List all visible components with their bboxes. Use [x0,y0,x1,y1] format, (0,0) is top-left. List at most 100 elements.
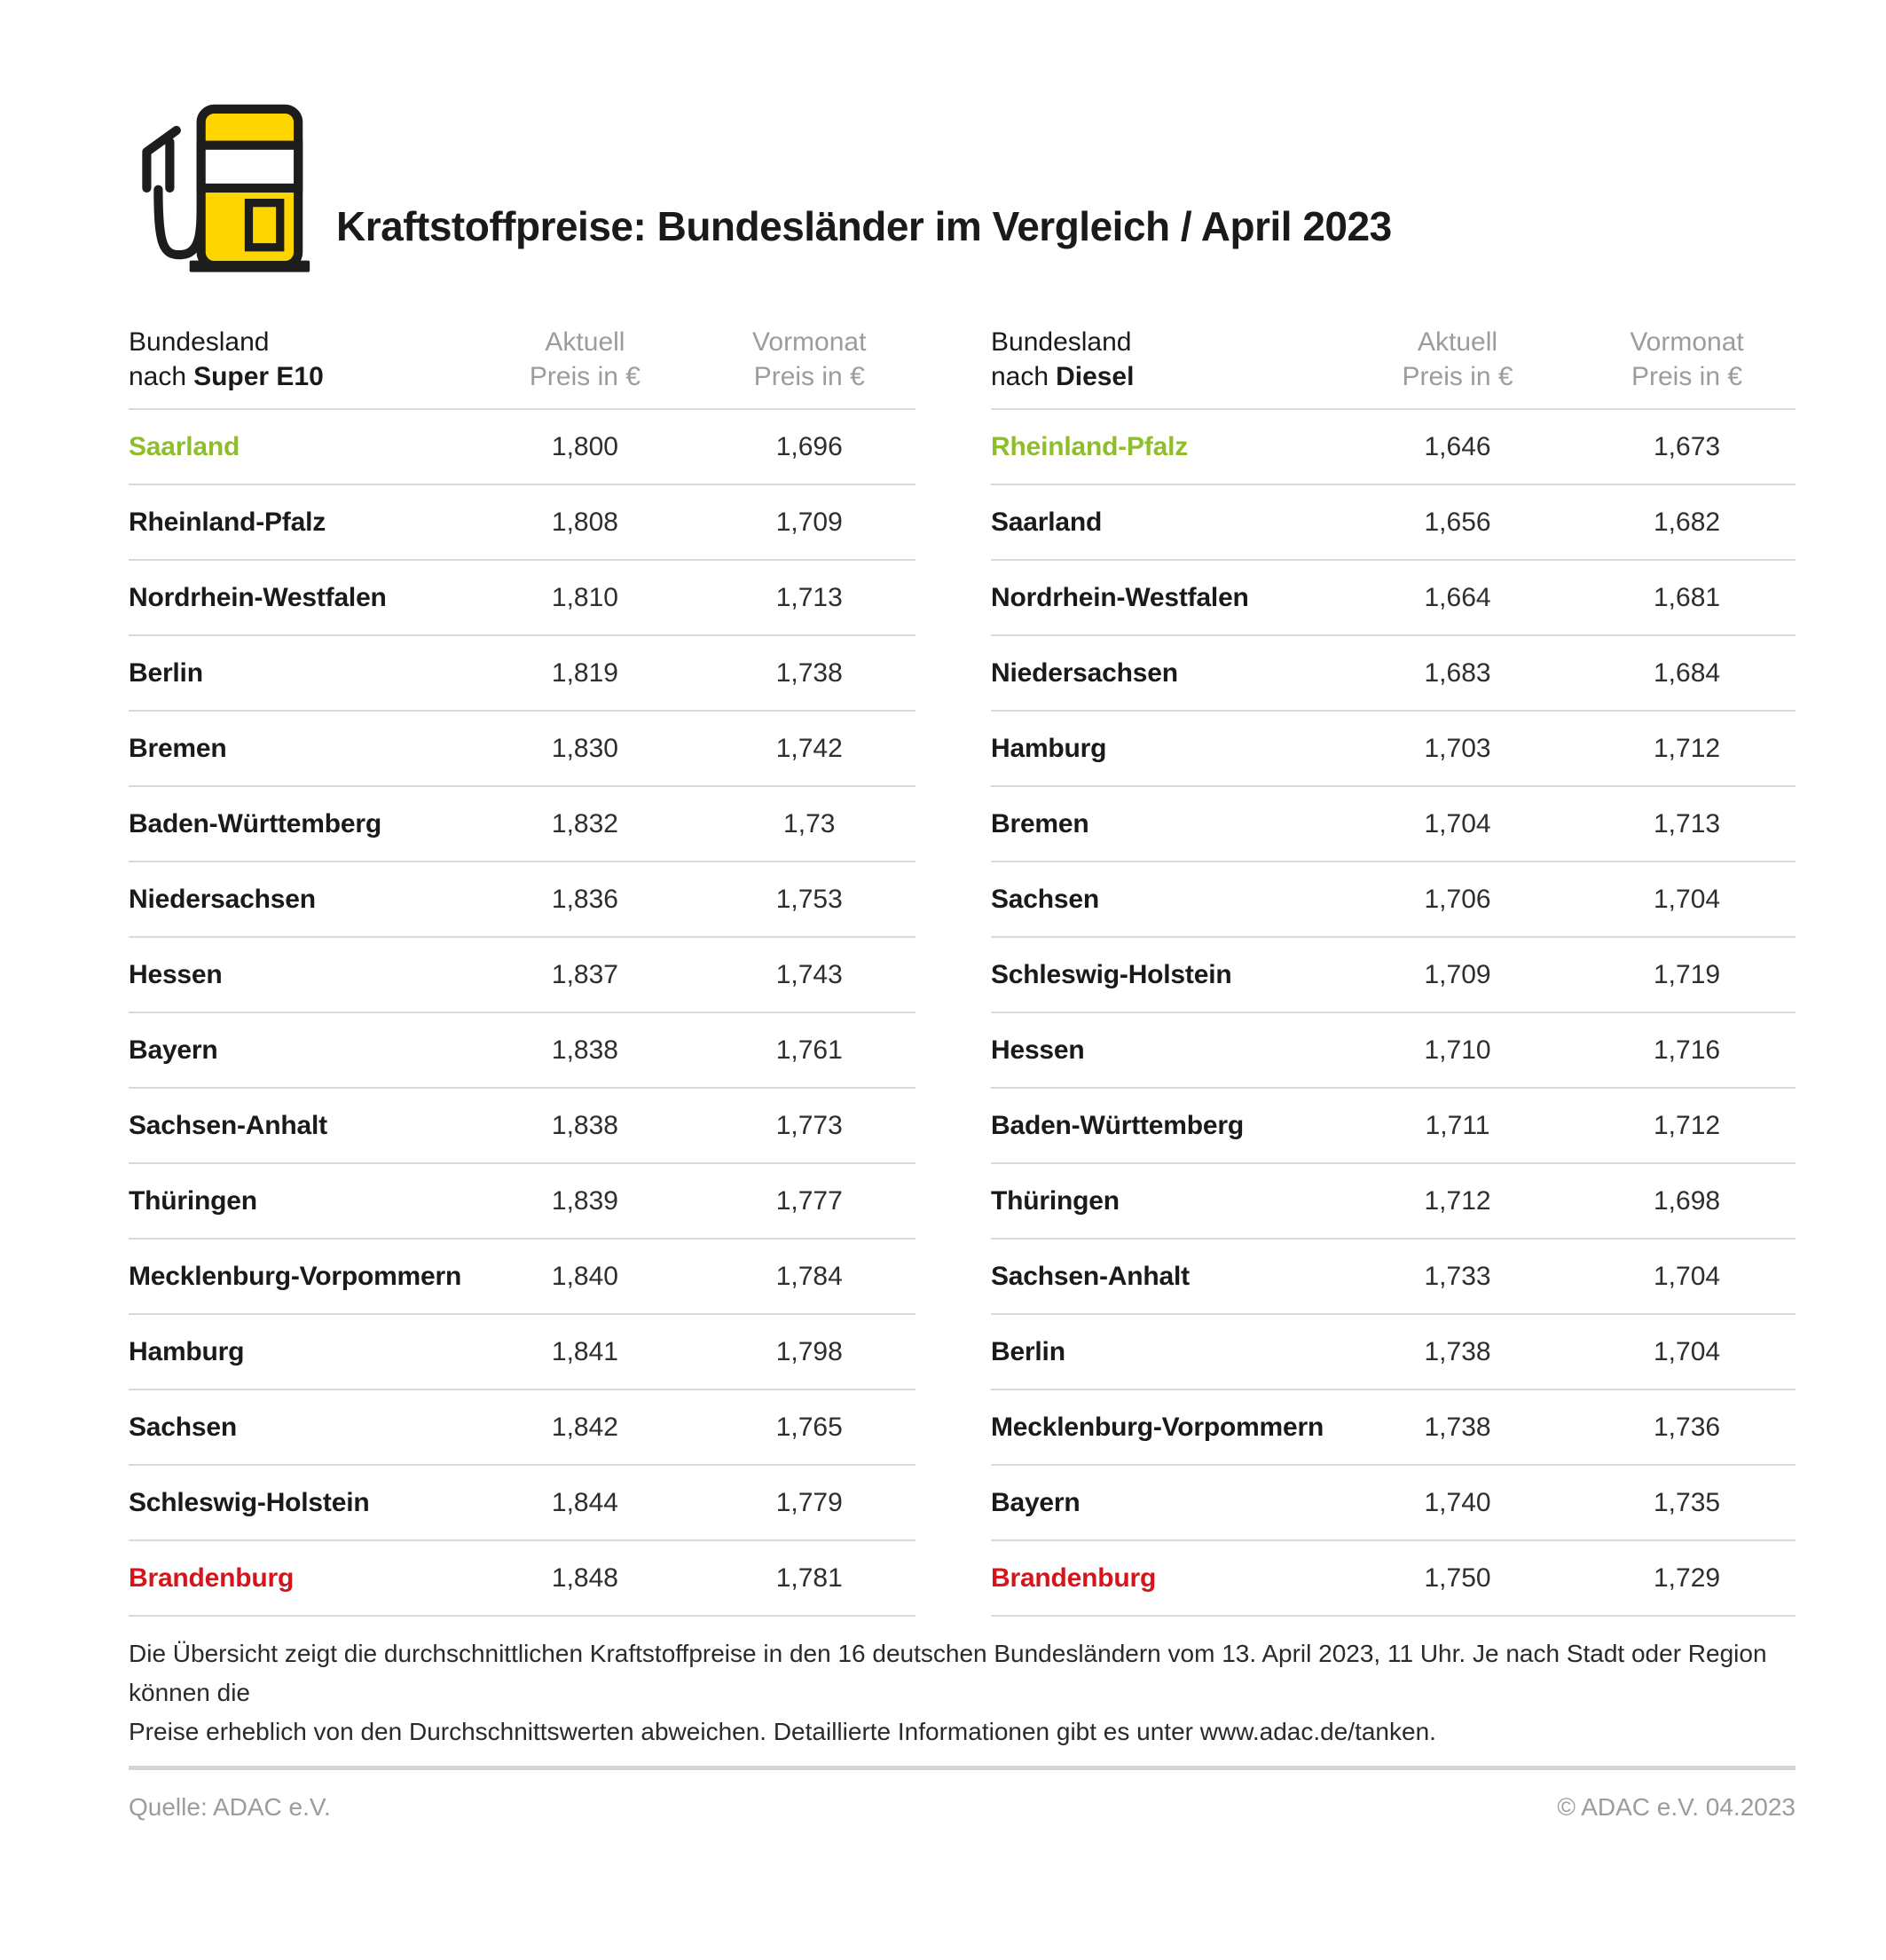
vormonat-value: 1,681 [1653,582,1721,612]
bundesland-name: Bremen [991,808,1089,838]
aktuell-value: 1,712 [1424,1185,1491,1216]
bundesland-name: Nordrhein-Westfalen [129,582,387,612]
table-row: Hessen 1,837 1,743 [129,938,915,1013]
vormonat-value: 1,696 [775,431,843,461]
table-row: Mecklenburg-Vorpommern 1,738 1,736 [991,1390,1796,1466]
bundesland-name: Baden-Württemberg [991,1110,1244,1140]
vormonat-value: 1,736 [1653,1412,1721,1442]
table-row: Hamburg 1,703 1,712 [991,712,1796,787]
bundesland-name: Hessen [991,1035,1085,1065]
bundesland-name: Rheinland-Pfalz [991,431,1189,461]
vormonat-value: 1,735 [1653,1487,1721,1517]
bundesland-name: Saarland [991,507,1103,537]
table-row: Schleswig-Holstein 1,844 1,779 [129,1466,915,1541]
bundesland-name: Schleswig-Holstein [129,1487,370,1517]
aktuell-value: 1,683 [1424,657,1491,688]
aktuell-value: 1,808 [551,507,618,537]
table-row: Niedersachsen 1,683 1,684 [991,636,1796,712]
vormonat-value: 1,673 [1653,431,1721,461]
vormonat-value: 1,729 [1653,1562,1721,1593]
aktuell-value: 1,646 [1424,431,1491,461]
bundesland-name: Sachsen [129,1412,237,1442]
bundesland-name: Nordrhein-Westfalen [991,582,1249,612]
aktuell-value: 1,819 [551,657,618,688]
table-body: Rheinland-Pfalz 1,646 1,673 Saarland 1,6… [991,410,1796,1617]
footnote: Die Übersicht zeigt die durchschnittlich… [129,1634,1796,1751]
vormonat-value: 1,682 [1653,507,1721,537]
column-label: Bundesland [991,327,1132,357]
vormonat-value: 1,773 [775,1110,843,1140]
aktuell-value: 1,841 [551,1336,618,1366]
table-row: Sachsen-Anhalt 1,838 1,773 [129,1089,915,1164]
table-row: Brandenburg 1,848 1,781 [129,1541,915,1617]
aktuell-value: 1,750 [1424,1562,1491,1593]
table-row: Saarland 1,800 1,696 [129,410,915,485]
vormonat-value: 1,704 [1653,1261,1721,1291]
header: Kraftstoffpreise: Bundesländer im Vergle… [129,85,1796,289]
bundesland-name: Berlin [129,657,203,688]
aktuell-value: 1,832 [551,808,618,838]
vormonat-value: 1,753 [775,884,843,914]
aktuell-value: 1,830 [551,733,618,763]
bundesland-name: Bayern [991,1487,1081,1517]
column-bundesland-header: Bundesland nach Diesel [991,325,1337,394]
bundesland-name: Mecklenburg-Vorpommern [991,1412,1324,1442]
table-row: Thüringen 1,712 1,698 [991,1164,1796,1240]
table-row: Rheinland-Pfalz 1,646 1,673 [991,410,1796,485]
table-row: Mecklenburg-Vorpommern 1,840 1,784 [129,1240,915,1315]
bundesland-name: Schleswig-Holstein [991,959,1232,989]
vormonat-value: 1,743 [775,959,843,989]
vormonat-value: 1,761 [775,1035,843,1065]
vormonat-value: 1,709 [775,507,843,537]
column-vormonat-header: Vormonat Preis in € [1630,327,1744,391]
bundesland-name: Hamburg [129,1336,245,1366]
bundesland-name: Berlin [991,1336,1065,1366]
vormonat-value: 1,742 [775,733,843,763]
bundesland-name: Baden-Württemberg [129,808,381,838]
aktuell-value: 1,836 [551,884,618,914]
table-row: Rheinland-Pfalz 1,808 1,709 [129,485,915,561]
bundesland-name: Bremen [129,733,227,763]
aktuell-value: 1,848 [551,1562,618,1593]
bundesland-name: Sachsen-Anhalt [991,1261,1190,1291]
vormonat-value: 1,716 [1653,1035,1721,1065]
fuel-type-label: nach Super E10 [129,362,324,391]
footnote-line-2: Preise erheblich von den Durchschnittswe… [129,1718,1436,1745]
fuel-pump-icon [142,104,310,272]
bundesland-name: Hamburg [991,733,1107,763]
vormonat-value: 1,781 [775,1562,843,1593]
table-row: Nordrhein-Westfalen 1,664 1,681 [991,561,1796,636]
aktuell-value: 1,703 [1424,733,1491,763]
vormonat-value: 1,738 [775,657,843,688]
table-row: Bayern 1,838 1,761 [129,1013,915,1089]
table-row: Hessen 1,710 1,716 [991,1013,1796,1089]
vormonat-value: 1,777 [775,1185,843,1216]
bundesland-name: Bayern [129,1035,218,1065]
bundesland-name: Saarland [129,431,240,461]
bundesland-name: Sachsen [991,884,1099,914]
aktuell-value: 1,709 [1424,959,1491,989]
vormonat-value: 1,684 [1653,657,1721,688]
table-row: Baden-Württemberg 1,832 1,73 [129,787,915,862]
vormonat-value: 1,779 [775,1487,843,1517]
column-label: Bundesland [129,327,270,357]
table-row: Baden-Württemberg 1,711 1,712 [991,1089,1796,1164]
bundesland-name: Brandenburg [129,1562,295,1593]
tables-container: Bundesland nach Super E10 Aktuell Preis i… [129,325,1796,1617]
aktuell-value: 1,710 [1424,1035,1491,1065]
aktuell-value: 1,738 [1424,1336,1491,1366]
column-bundesland-header: Bundesland nach Super E10 [129,325,467,394]
vormonat-value: 1,713 [775,582,843,612]
aktuell-value: 1,842 [551,1412,618,1442]
footnote-line-1: Die Übersicht zeigt die durchschnittlich… [129,1640,1767,1706]
vormonat-value: 1,704 [1653,1336,1721,1366]
table-row: Schleswig-Holstein 1,709 1,719 [991,938,1796,1013]
aktuell-value: 1,656 [1424,507,1491,537]
aktuell-value: 1,839 [551,1185,618,1216]
column-vormonat-header: Vormonat Preis in € [752,327,867,391]
aktuell-value: 1,838 [551,1110,618,1140]
bundesland-name: Brandenburg [991,1562,1157,1593]
vormonat-value: 1,784 [775,1261,843,1291]
aktuell-value: 1,706 [1424,884,1491,914]
vormonat-value: 1,713 [1653,808,1721,838]
